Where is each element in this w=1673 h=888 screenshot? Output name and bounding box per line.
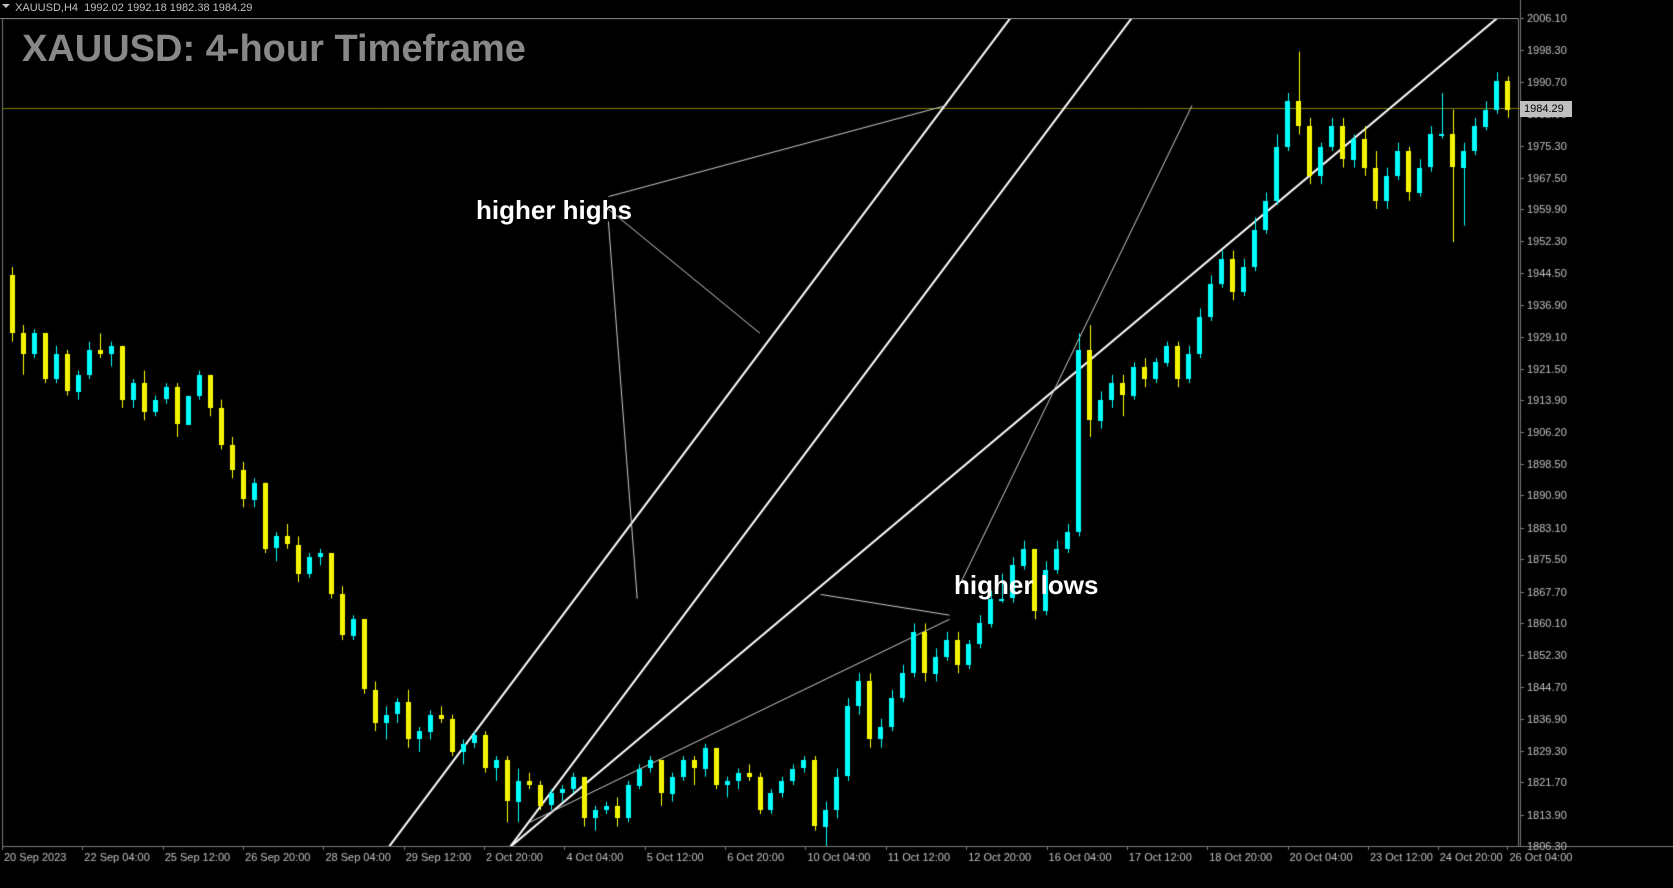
chart-header-bar: XAUUSD,H4 1992.02 1992.18 1982.38 1984.2…	[0, 0, 1518, 19]
ohlc-label: 1992.02 1992.18 1982.38 1984.29	[84, 2, 252, 14]
current-price-tag: 1984.29	[1520, 101, 1572, 117]
chart-header-indicator-icon	[2, 4, 10, 12]
chart-container[interactable]: XAUUSD,H4 1992.02 1992.18 1982.38 1984.2…	[0, 0, 1673, 888]
chart-header-text: XAUUSD,H4 1992.02 1992.18 1982.38 1984.2…	[2, 2, 252, 14]
symbol-label: XAUUSD,H4	[15, 2, 78, 14]
price-chart-canvas[interactable]	[0, 0, 1673, 888]
